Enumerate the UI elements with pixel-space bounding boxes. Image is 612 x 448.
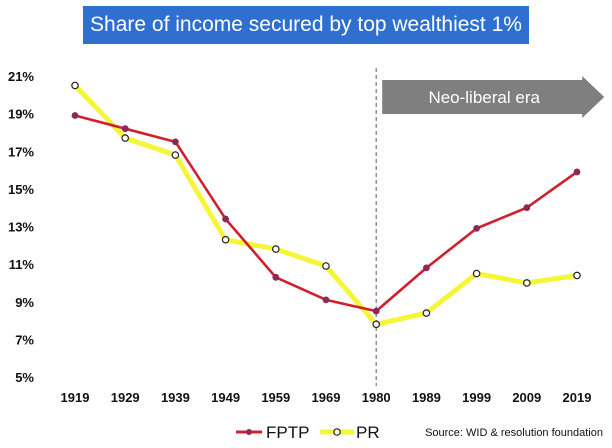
y-tick-label: 9% bbox=[15, 295, 34, 310]
y-tick-label: 7% bbox=[15, 332, 34, 347]
data-point-pr bbox=[573, 271, 581, 280]
data-point-pr bbox=[121, 134, 130, 142]
y-tick-label: 17% bbox=[8, 144, 34, 159]
data-point-fptp bbox=[121, 125, 129, 133]
data-point-pr bbox=[522, 279, 531, 287]
series-line-pr bbox=[72, 82, 580, 327]
data-point-fptp bbox=[422, 264, 430, 272]
legend-label-fptp: FPTP bbox=[266, 423, 309, 442]
source-note: Source: WID & resolution foundation bbox=[425, 427, 603, 439]
x-tick-label: 1989 bbox=[412, 390, 441, 405]
chart-title: Share of income secured by top wealthies… bbox=[83, 6, 529, 44]
data-point-fptp bbox=[473, 224, 481, 232]
data-point-pr bbox=[71, 81, 79, 90]
x-tick-label: 1949 bbox=[211, 390, 240, 405]
legend-marker-pr bbox=[333, 428, 341, 436]
y-tick-label: 11% bbox=[9, 257, 35, 272]
x-tick-label: 1999 bbox=[462, 390, 491, 405]
data-point-fptp bbox=[573, 168, 581, 176]
x-tick-label: 1980 bbox=[362, 390, 391, 405]
data-point-pr bbox=[271, 245, 280, 253]
data-point-pr bbox=[422, 309, 431, 317]
y-tick-label: 21% bbox=[8, 69, 34, 84]
x-tick-label: 1959 bbox=[261, 390, 290, 405]
data-point-pr bbox=[472, 269, 481, 278]
data-point-pr bbox=[171, 151, 180, 159]
y-tick-label: 15% bbox=[8, 182, 34, 197]
data-point-pr bbox=[322, 262, 330, 270]
x-tick-label: 1919 bbox=[61, 390, 90, 405]
data-point-fptp bbox=[322, 296, 330, 304]
data-point-fptp bbox=[222, 215, 230, 223]
legend-label-pr: PR bbox=[356, 423, 380, 442]
data-point-fptp bbox=[71, 112, 79, 119]
legend-marker-fptp bbox=[246, 429, 252, 435]
data-point-pr bbox=[221, 235, 230, 244]
era-label: Neo-liberal era bbox=[428, 88, 540, 107]
y-tick-label: 5% bbox=[15, 370, 34, 385]
data-point-pr bbox=[372, 320, 381, 329]
data-point-fptp bbox=[171, 138, 179, 146]
data-point-fptp bbox=[523, 204, 531, 212]
y-tick-label: 13% bbox=[8, 220, 34, 235]
y-tick-label: 19% bbox=[8, 107, 34, 122]
x-tick-label: 2009 bbox=[512, 390, 541, 405]
x-tick-label: 1939 bbox=[161, 390, 190, 405]
data-point-fptp bbox=[272, 273, 280, 281]
x-tick-label: 1929 bbox=[111, 390, 140, 405]
data-point-fptp bbox=[372, 307, 380, 315]
x-tick-label: 2019 bbox=[563, 390, 592, 405]
x-tick-label: 1969 bbox=[312, 390, 341, 405]
era-arrow bbox=[382, 76, 605, 118]
